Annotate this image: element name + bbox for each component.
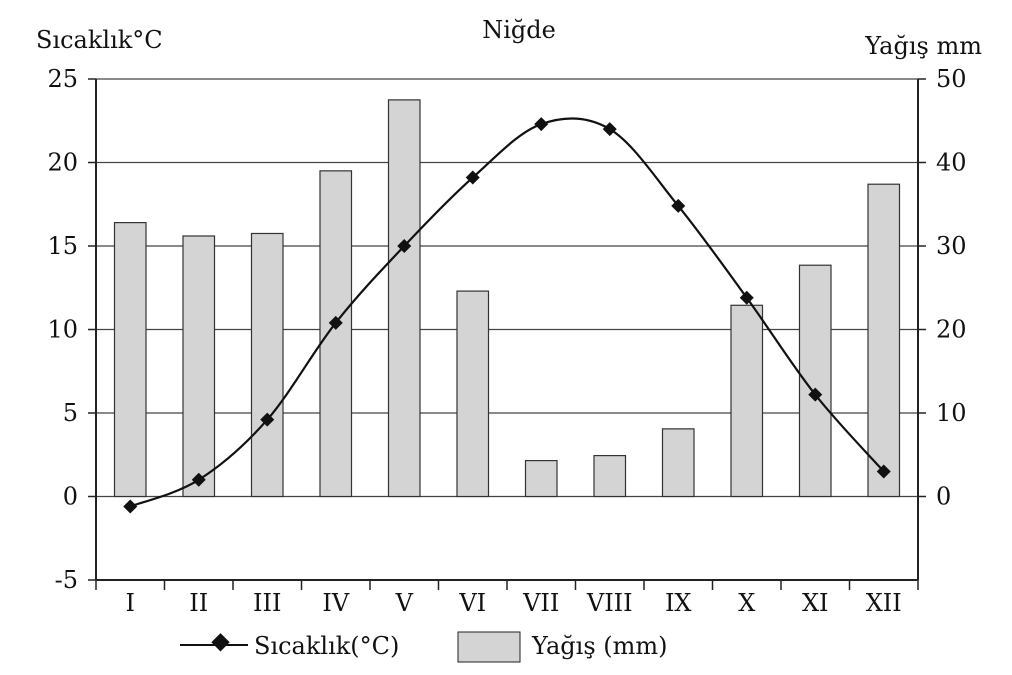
temperature-point <box>191 472 206 487</box>
x-tick-label: IX <box>665 589 692 617</box>
precipitation-bars <box>113 99 901 498</box>
precipitation-bar <box>387 99 421 498</box>
x-tick-label: VIII <box>586 589 633 617</box>
temperature-line <box>123 117 891 514</box>
temperature-series-line <box>129 117 885 508</box>
legend-temperature-label: Sıcaklık(°C) <box>254 632 399 660</box>
right-tick-label: 40 <box>936 149 967 177</box>
x-tick-label: XII <box>866 589 902 617</box>
precipitation-bar <box>250 232 284 498</box>
right-axis-title: Yağış mm <box>864 32 982 60</box>
left-tick-label: 10 <box>47 316 78 344</box>
precipitation-bar <box>182 235 216 498</box>
temperature-point <box>671 198 686 213</box>
precipitation-bar <box>524 459 558 498</box>
legend-precipitation-label: Yağış (mm) <box>531 632 668 660</box>
left-tick-label: 5 <box>63 399 78 427</box>
left-tick-label: 15 <box>47 232 78 260</box>
left-tick-label: 25 <box>47 65 78 93</box>
precipitation-bar <box>661 428 695 498</box>
axes <box>88 78 926 590</box>
temperature-point <box>739 290 754 305</box>
chart-title: Niğde <box>482 16 556 44</box>
temperature-point <box>534 117 549 132</box>
precipitation-bar <box>730 304 764 498</box>
legend-precipitation-swatch <box>457 631 521 663</box>
legend-temperature-marker <box>211 633 230 652</box>
x-tick-label: III <box>253 589 281 617</box>
precipitation-bar <box>593 454 627 498</box>
precipitation-bar <box>319 170 353 498</box>
temperature-point <box>328 315 343 330</box>
temperature-point <box>260 412 275 427</box>
temperature-point <box>602 122 617 137</box>
precipitation-bar <box>113 222 147 498</box>
x-tick-label: I <box>126 589 135 617</box>
temperature-point <box>397 239 412 253</box>
right-tick-label: 0 <box>936 483 951 511</box>
left-tick-label: 20 <box>47 149 78 177</box>
left-tick-label: 0 <box>63 483 78 511</box>
x-tick-label: IV <box>322 589 349 617</box>
x-tick-label: XI <box>802 589 829 617</box>
x-tick-label: VI <box>458 589 486 617</box>
right-tick-label: 10 <box>936 399 967 427</box>
precipitation-bar <box>867 183 901 498</box>
x-tick-label: VII <box>522 589 559 617</box>
gridlines <box>96 78 918 498</box>
left-axis-title: Sıcaklık°C <box>36 26 163 54</box>
x-tick-label: X <box>738 589 755 617</box>
temperature-point <box>876 464 891 479</box>
precipitation-bar <box>456 290 490 498</box>
right-tick-label: 20 <box>936 316 967 344</box>
temperature-point <box>808 387 823 402</box>
right-tick-label: 50 <box>936 65 967 93</box>
right-tick-label: 30 <box>936 232 967 260</box>
x-tick-label: V <box>395 589 414 617</box>
x-tick-label: II <box>189 589 208 617</box>
temperature-point <box>123 499 138 514</box>
temperature-point <box>465 170 480 185</box>
left-tick-label: -5 <box>55 566 78 594</box>
legend: Sıcaklık(°C) Yağış (mm) <box>180 631 668 663</box>
